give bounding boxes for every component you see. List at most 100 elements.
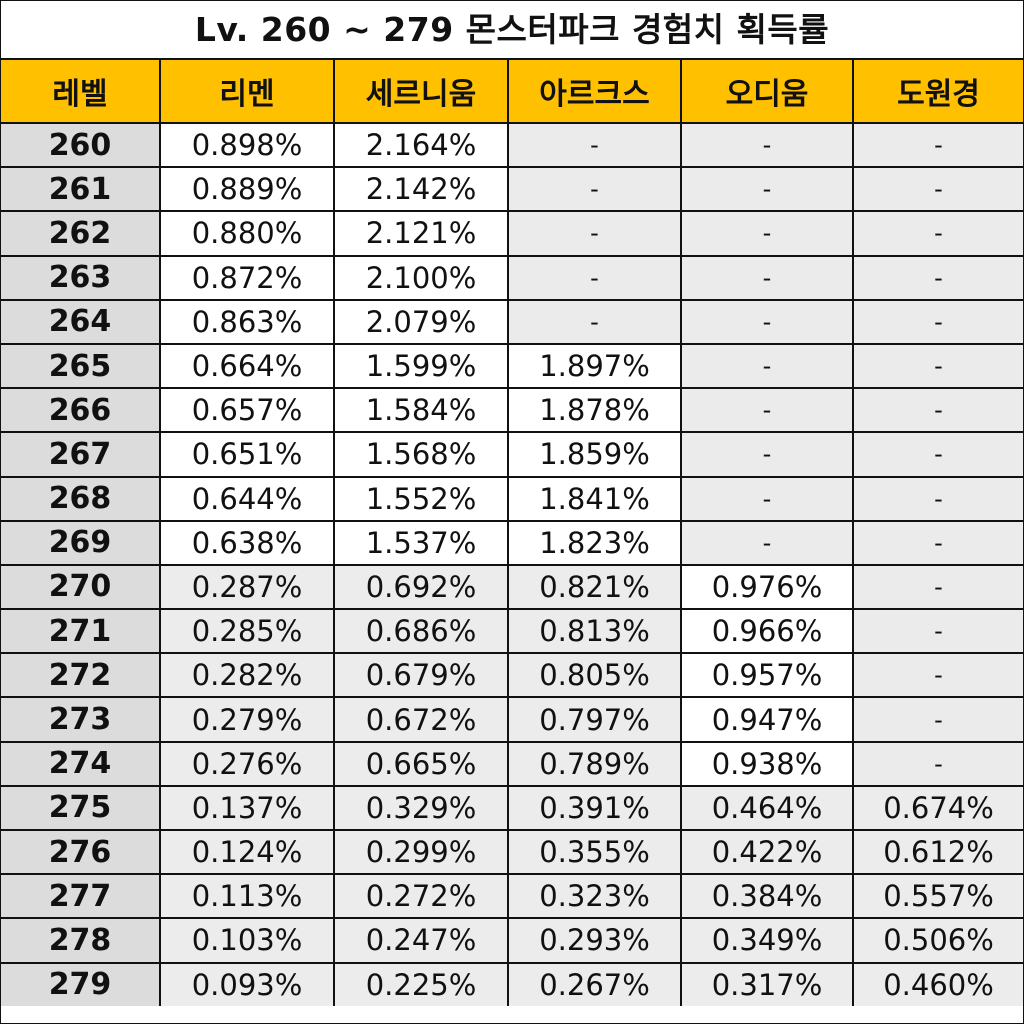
rate-cell: 0.299% xyxy=(333,828,509,876)
rate-cell: 0.805% xyxy=(507,652,682,699)
rate-cell: 1.823% xyxy=(507,519,682,566)
level-cell: 268 xyxy=(1,475,161,522)
rate-cell: 0.285% xyxy=(159,608,335,655)
level-cell: 262 xyxy=(1,210,161,257)
rate-cell: 2.142% xyxy=(333,166,509,213)
empty-cell: - xyxy=(852,563,1023,611)
rate-cell: 0.287% xyxy=(159,563,335,611)
rate-cell: 0.692% xyxy=(333,563,509,611)
table-row: 276 0.124% 0.299% 0.355% 0.422% 0.612% xyxy=(1,828,1023,876)
empty-cell: - xyxy=(852,475,1023,522)
rate-cell: 0.093% xyxy=(159,961,335,1006)
rate-cell: 0.464% xyxy=(680,784,854,832)
empty-cell: - xyxy=(507,210,682,257)
empty-cell: - xyxy=(680,431,854,478)
empty-cell: - xyxy=(852,431,1023,478)
empty-cell: - xyxy=(680,166,854,213)
table-row: 275 0.137% 0.329% 0.391% 0.464% 0.674% xyxy=(1,784,1023,832)
empty-cell: - xyxy=(852,166,1023,213)
rate-cell: 0.957% xyxy=(680,652,854,699)
rate-cell: 0.657% xyxy=(159,387,335,434)
rate-cell: 0.872% xyxy=(159,254,335,301)
empty-cell: - xyxy=(680,342,854,390)
level-cell: 269 xyxy=(1,519,161,566)
rate-cell: 0.863% xyxy=(159,298,335,345)
empty-cell: - xyxy=(680,254,854,301)
rate-cell: 0.355% xyxy=(507,828,682,876)
rate-cell: 0.506% xyxy=(852,917,1023,964)
empty-cell: - xyxy=(852,387,1023,434)
level-cell: 260 xyxy=(1,121,161,169)
level-cell: 279 xyxy=(1,961,161,1006)
rate-cell: 0.880% xyxy=(159,210,335,257)
table-row: 268 0.644% 1.552% 1.841% - - xyxy=(1,475,1023,522)
table-row: 269 0.638% 1.537% 1.823% - - xyxy=(1,519,1023,566)
level-cell: 277 xyxy=(1,873,161,920)
rate-cell: 2.164% xyxy=(333,121,509,169)
rate-cell: 0.391% xyxy=(507,784,682,832)
rate-cell: 0.282% xyxy=(159,652,335,699)
empty-cell: - xyxy=(852,210,1023,257)
table-row: 265 0.664% 1.599% 1.897% - - xyxy=(1,342,1023,390)
rate-cell: 0.267% xyxy=(507,961,682,1006)
rate-cell: 2.100% xyxy=(333,254,509,301)
rate-cell: 1.552% xyxy=(333,475,509,522)
rate-cell: 0.686% xyxy=(333,608,509,655)
empty-cell: - xyxy=(852,519,1023,566)
header-limen: 리멘 xyxy=(159,60,335,124)
table-row: 270 0.287% 0.692% 0.821% 0.976% - xyxy=(1,563,1023,611)
empty-cell: - xyxy=(852,121,1023,169)
empty-cell: - xyxy=(852,652,1023,699)
level-cell: 267 xyxy=(1,431,161,478)
rate-cell: 0.947% xyxy=(680,696,854,743)
empty-cell: - xyxy=(507,298,682,345)
rate-cell: 0.349% xyxy=(680,917,854,964)
table-row: 273 0.279% 0.672% 0.797% 0.947% - xyxy=(1,696,1023,743)
rate-cell: 0.124% xyxy=(159,828,335,876)
rate-cell: 0.247% xyxy=(333,917,509,964)
rate-cell: 0.272% xyxy=(333,873,509,920)
table-row: 277 0.113% 0.272% 0.323% 0.384% 0.557% xyxy=(1,873,1023,920)
header-level: 레벨 xyxy=(1,60,161,124)
table-row: 260 0.898% 2.164% - - - xyxy=(1,121,1023,169)
level-cell: 266 xyxy=(1,387,161,434)
sheet-title: Lv. 260 ~ 279 몬스터파크 경험치 획득률 xyxy=(1,1,1023,60)
rate-cell: 0.665% xyxy=(333,740,509,787)
rate-cell: 2.121% xyxy=(333,210,509,257)
header-odium: 오디움 xyxy=(680,60,854,124)
rate-cell: 0.966% xyxy=(680,608,854,655)
rate-cell: 0.638% xyxy=(159,519,335,566)
rate-cell: 0.557% xyxy=(852,873,1023,920)
empty-cell: - xyxy=(852,740,1023,787)
rate-cell: 0.898% xyxy=(159,121,335,169)
header-cernium: 세르니움 xyxy=(333,60,509,124)
rate-cell: 1.537% xyxy=(333,519,509,566)
rate-cell: 1.859% xyxy=(507,431,682,478)
header-dowonkyung: 도원경 xyxy=(852,60,1023,124)
rate-cell: 1.584% xyxy=(333,387,509,434)
rate-cell: 2.079% xyxy=(333,298,509,345)
empty-cell: - xyxy=(507,121,682,169)
empty-cell: - xyxy=(852,298,1023,345)
level-cell: 275 xyxy=(1,784,161,832)
rate-cell: 0.225% xyxy=(333,961,509,1006)
table-row: 272 0.282% 0.679% 0.805% 0.957% - xyxy=(1,652,1023,699)
rate-cell: 0.113% xyxy=(159,873,335,920)
rate-cell: 0.651% xyxy=(159,431,335,478)
rate-cell: 0.789% xyxy=(507,740,682,787)
rate-cell: 0.797% xyxy=(507,696,682,743)
rate-cell: 1.841% xyxy=(507,475,682,522)
rate-cell: 1.568% xyxy=(333,431,509,478)
rate-cell: 0.679% xyxy=(333,652,509,699)
rate-cell: 0.460% xyxy=(852,961,1023,1006)
empty-cell: - xyxy=(852,696,1023,743)
table-row: 271 0.285% 0.686% 0.813% 0.966% - xyxy=(1,608,1023,655)
rate-cell: 1.878% xyxy=(507,387,682,434)
rate-cell: 0.276% xyxy=(159,740,335,787)
rate-cell: 0.422% xyxy=(680,828,854,876)
level-cell: 276 xyxy=(1,828,161,876)
empty-cell: - xyxy=(680,298,854,345)
table-row: 274 0.276% 0.665% 0.789% 0.938% - xyxy=(1,740,1023,787)
rate-cell: 0.279% xyxy=(159,696,335,743)
table-row: 264 0.863% 2.079% - - - xyxy=(1,298,1023,345)
